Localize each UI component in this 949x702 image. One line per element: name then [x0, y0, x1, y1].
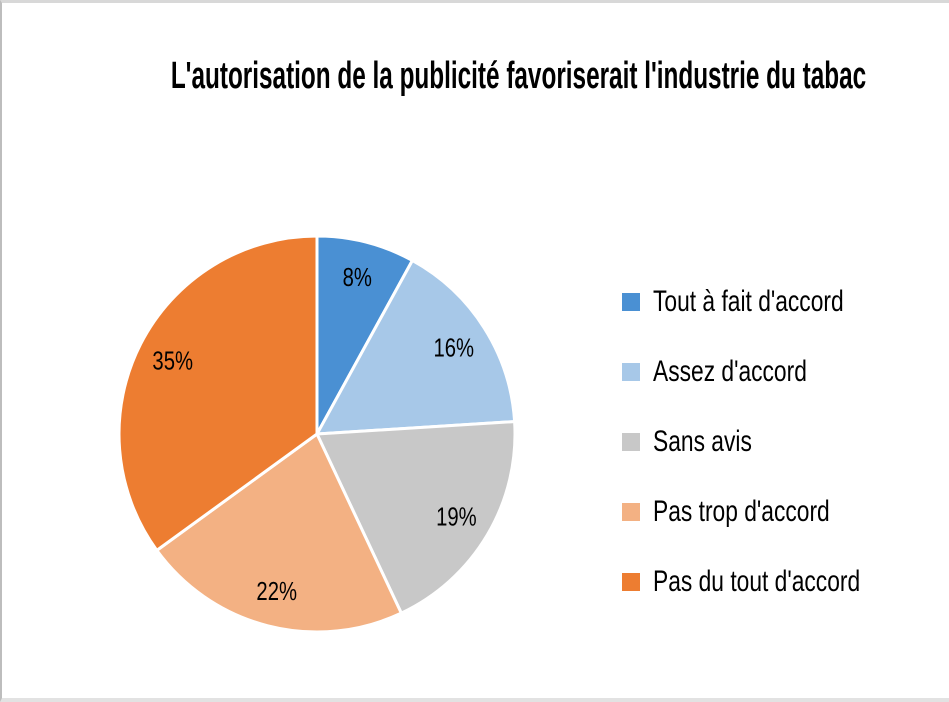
legend-label: Pas trop d'accord — [653, 495, 830, 528]
pie-slices-group: 8% 16% 19% 22% 35% — [117, 234, 517, 634]
legend-swatch-icon — [622, 293, 640, 311]
legend-label: Pas du tout d'accord — [653, 565, 861, 598]
legend-swatch-icon — [622, 363, 640, 381]
legend-swatch-icon — [622, 433, 640, 451]
legend-item-pas-trop-daccord: Pas trop d'accord — [622, 494, 926, 530]
legend-item-assez-daccord: Assez d'accord — [622, 354, 926, 390]
pie-slice-3 — [315, 420, 517, 615]
legend-label: Assez d'accord — [653, 355, 807, 388]
legend-label: Sans avis — [653, 425, 752, 458]
pie-slice-label-4: 22% — [256, 577, 297, 606]
pie-slice-1 — [315, 234, 414, 436]
pie-slice-label-2: 16% — [434, 333, 475, 362]
pie-slice-4 — [155, 432, 403, 634]
chart-title: L'autorisation de la publicité favoriser… — [170, 55, 867, 97]
legend-swatch-icon — [622, 503, 640, 521]
legend-item-sans-avis: Sans avis — [622, 424, 926, 460]
legend-label: Tout à fait d'accord — [653, 285, 844, 318]
pie-slice-label-3: 19% — [436, 502, 477, 531]
pie-slice-label-1: 8% — [343, 263, 372, 292]
pie-slice-5 — [117, 234, 319, 552]
pie-slice-label-5: 35% — [152, 346, 193, 375]
legend-swatch-icon — [622, 573, 640, 591]
chart-legend: Tout à fait d'accord Assez d'accord Sans… — [622, 284, 926, 634]
pie-slice-2 — [315, 258, 517, 436]
legend-item-tout-a-fait-daccord: Tout à fait d'accord — [622, 284, 926, 320]
legend-item-pas-du-tout-daccord: Pas du tout d'accord — [622, 564, 926, 600]
